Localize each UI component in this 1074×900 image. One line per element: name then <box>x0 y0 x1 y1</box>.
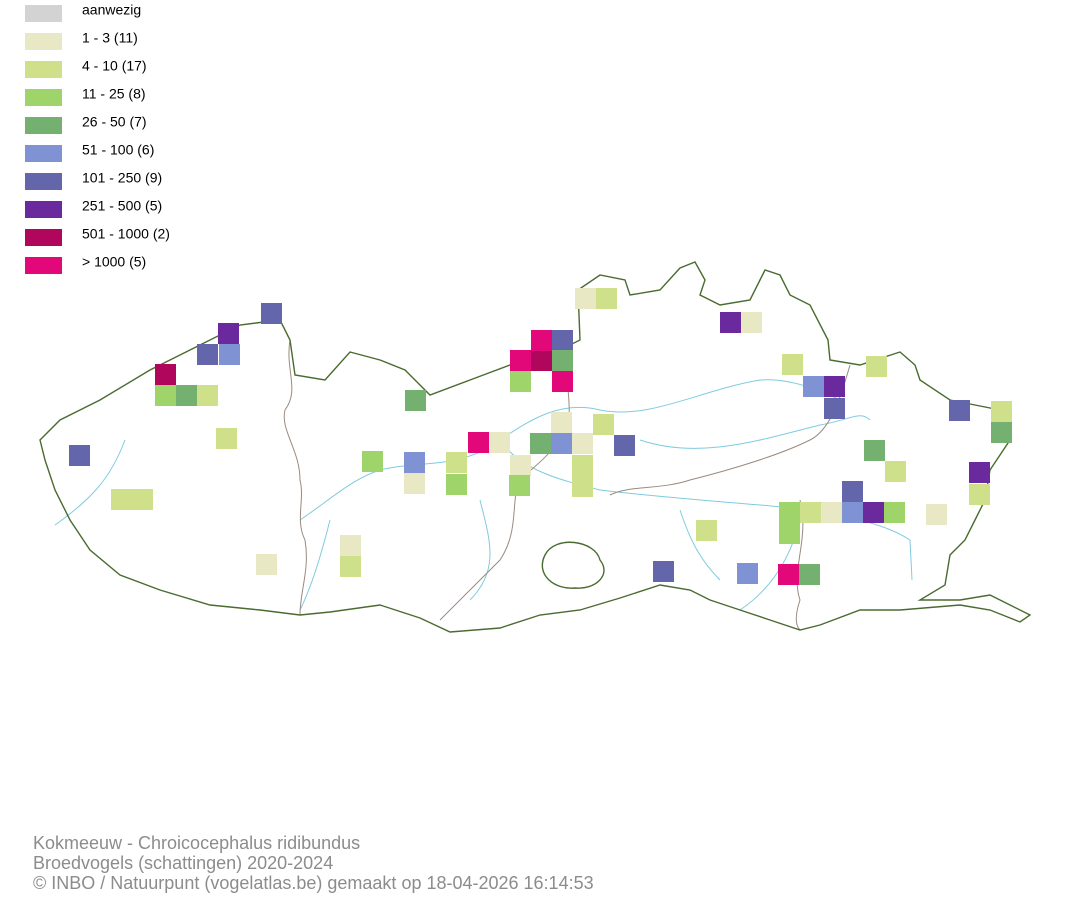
legend-swatch <box>25 145 62 162</box>
legend-swatch <box>25 201 62 218</box>
footer-dataset: Broedvogels (schattingen) 2020-2024 <box>33 853 333 873</box>
grid-square <box>256 554 277 575</box>
grid-square <box>572 433 593 454</box>
grid-square <box>404 473 425 494</box>
grid-square <box>782 354 803 375</box>
grid-square <box>69 445 90 466</box>
legend-swatch <box>25 89 62 106</box>
grid-square <box>720 312 741 333</box>
grid-square <box>575 288 596 309</box>
region-outline <box>39 261 1032 633</box>
grid-square <box>340 556 361 577</box>
grid-square <box>803 376 824 397</box>
legend-swatch <box>25 229 62 246</box>
grid-square <box>155 385 176 406</box>
grid-square <box>991 401 1012 422</box>
grid-square <box>949 400 970 421</box>
grid-squares <box>69 288 1012 585</box>
grid-square <box>197 344 218 365</box>
legend-swatch <box>25 173 62 190</box>
grid-square <box>530 433 551 454</box>
grid-square <box>551 433 572 454</box>
grid-square <box>468 432 489 453</box>
grid-square <box>531 350 552 371</box>
legend-swatch <box>25 117 62 134</box>
grid-square <box>404 452 425 473</box>
legend-label: 51 - 100 (6) <box>82 142 154 158</box>
grid-square <box>340 535 361 556</box>
grid-square <box>824 376 845 397</box>
grid-square <box>219 344 240 365</box>
grid-square <box>800 502 821 523</box>
grid-square <box>863 502 884 523</box>
grid-square <box>969 462 990 483</box>
grid-square <box>991 422 1012 443</box>
grid-square <box>653 561 674 582</box>
grid-square <box>510 455 531 476</box>
grid-square <box>405 390 426 411</box>
grid-square <box>821 502 842 523</box>
grid-square <box>842 502 863 523</box>
legend-label: 101 - 250 (9) <box>82 170 162 186</box>
rivers <box>54 379 913 611</box>
legend-label: 4 - 10 (17) <box>82 58 147 74</box>
grid-square <box>510 350 531 371</box>
legend-swatch <box>25 61 62 78</box>
legend-label: aanwezig <box>82 2 141 18</box>
grid-square <box>824 398 845 419</box>
legend-label: 251 - 500 (5) <box>82 198 162 214</box>
grid-square <box>696 520 717 541</box>
grid-square <box>176 385 197 406</box>
legend: aanwezig 1 - 3 (11) 4 - 10 (17) 11 - 25 (8)… <box>25 2 170 274</box>
grid-square <box>552 330 573 351</box>
grid-square <box>596 288 617 309</box>
grid-square <box>864 440 885 461</box>
grid-square <box>884 502 905 523</box>
grid-square <box>132 489 153 510</box>
grid-square <box>489 432 510 453</box>
grid-square <box>799 564 820 585</box>
grid-square <box>446 452 467 473</box>
grid-square <box>885 461 906 482</box>
grid-square <box>969 484 990 505</box>
grid-square <box>510 371 531 392</box>
grid-square <box>446 474 467 495</box>
legend-swatch <box>25 5 62 22</box>
legend-label: 11 - 25 (8) <box>82 86 146 102</box>
grid-square <box>614 435 635 456</box>
grid-square <box>866 356 887 377</box>
grid-square <box>572 476 593 497</box>
grid-square <box>362 451 383 472</box>
legend-swatch <box>25 257 62 274</box>
legend-label: 501 - 1000 (2) <box>82 226 170 242</box>
grid-square <box>531 330 552 351</box>
legend-swatch <box>25 33 62 50</box>
grid-square <box>218 323 239 344</box>
legend-label: 26 - 50 (7) <box>82 114 147 130</box>
grid-square <box>778 564 799 585</box>
grid-square <box>741 312 762 333</box>
legend-label: > 1000 (5) <box>82 254 146 270</box>
grid-square <box>509 475 530 496</box>
footer-species: Kokmeeuw - Chroicocephalus ridibundus <box>33 833 360 853</box>
grid-square <box>737 563 758 584</box>
grid-square <box>552 371 573 392</box>
grid-square <box>842 481 863 502</box>
footer-credit: © INBO / Natuurpunt (vogelatlas.be) gema… <box>33 873 594 893</box>
grid-square <box>779 523 800 544</box>
grid-square <box>552 350 573 371</box>
grid-square <box>926 504 947 525</box>
grid-square <box>551 412 572 433</box>
grid-square <box>197 385 218 406</box>
grid-square <box>261 303 282 324</box>
grid-square <box>216 428 237 449</box>
grid-square <box>779 502 800 523</box>
grid-square <box>593 414 614 435</box>
grid-square <box>572 455 593 476</box>
grid-square <box>111 489 132 510</box>
legend-label: 1 - 3 (11) <box>82 30 138 46</box>
grid-square <box>155 364 176 385</box>
